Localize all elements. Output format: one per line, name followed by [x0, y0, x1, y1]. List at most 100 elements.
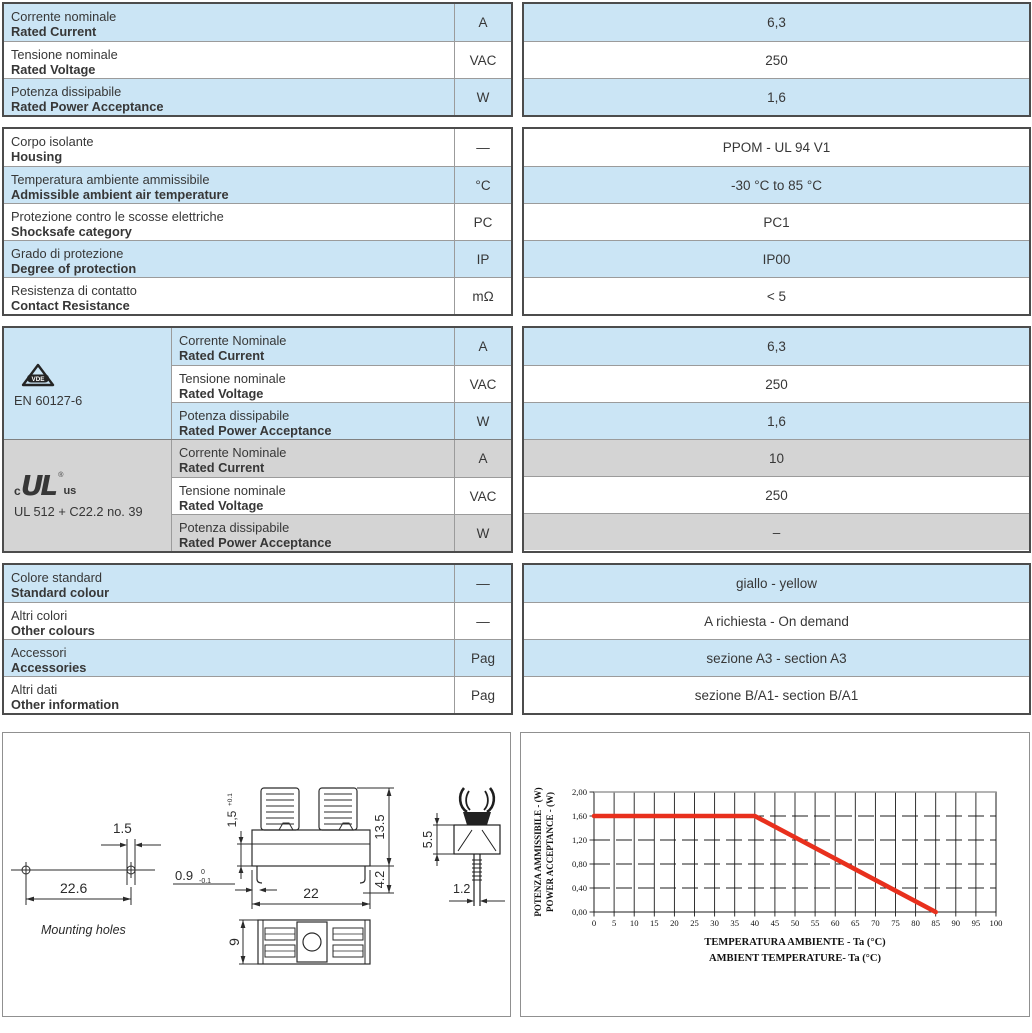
- dim-hole-width: 1.5: [113, 821, 132, 836]
- technical-drawing: 1.5 22.6 Mounting holes: [11, 787, 505, 965]
- label-italian: Resistenza di contatto: [11, 282, 137, 298]
- unit-label: W: [454, 403, 511, 439]
- label-italian: Corrente Nominale: [179, 445, 287, 460]
- options-value-table: giallo - yellow A richiesta - On demand se…: [522, 563, 1031, 715]
- x-tick-label: 95: [972, 918, 981, 928]
- standard-label: EN 60127-6: [14, 392, 83, 408]
- label-italian: Potenza dissipabile: [179, 519, 290, 535]
- label-english: Rated Power Acceptance: [11, 98, 164, 114]
- spec-label: Corrente Nominale Rated Current: [172, 328, 454, 365]
- unit-label: VAC: [454, 366, 511, 402]
- label-english: Contact Resistance: [11, 297, 130, 313]
- spec-row: Potenza dissipabile Rated Power Acceptanc…: [172, 514, 511, 551]
- spec-value: A richiesta - On demand: [524, 602, 1029, 639]
- label-italian: Corrente Nominale: [179, 333, 287, 348]
- spec-label: Altri colori Other colours: [4, 603, 454, 639]
- spec-value: 6,3: [524, 328, 1029, 365]
- x-tick-label: 45: [771, 918, 780, 928]
- dim-pin-offset: 1,5: [225, 810, 239, 827]
- label-english: Rated Voltage: [11, 61, 96, 77]
- x-tick-label: 80: [911, 918, 920, 928]
- unit-label: VAC: [454, 478, 511, 514]
- label-italian: Protezione contro le scosse elettriche: [11, 208, 224, 224]
- label-english: Degree of protection: [11, 260, 137, 276]
- properties-label-table: Corpo isolante Housing — Temperatura ambien…: [2, 127, 513, 316]
- label-italian: Corrente nominale: [11, 9, 117, 24]
- unit-label: °C: [454, 167, 511, 203]
- y-tick-label: 1,60: [572, 811, 587, 821]
- ratings-band: Corrente nominale Rated Current A Tensione …: [2, 2, 1032, 117]
- x-tick-label: 100: [990, 918, 1003, 928]
- spec-label: Tensione nominale Rated Voltage: [4, 42, 454, 78]
- label-english: Rated Power Acceptance: [179, 422, 332, 438]
- y-tick-label: 0,80: [572, 859, 587, 869]
- label-english: Rated Current: [179, 460, 265, 475]
- certifications-value-table: 6,3 250 1,6 10 250–: [522, 326, 1031, 553]
- vde-logo-cell: VDE EN 60127-6: [4, 328, 172, 439]
- dim-body-depth: 9: [226, 938, 242, 946]
- spec-value: –: [524, 513, 1029, 550]
- label-italian: Accessori: [11, 644, 67, 660]
- spec-label: Corrente nominale Rated Current: [4, 4, 454, 41]
- unit-label: VAC: [454, 42, 511, 78]
- label-italian: Tensione nominale: [179, 482, 286, 498]
- label-english: Rated Voltage: [179, 497, 264, 513]
- label-italian: Tensione nominale: [179, 370, 286, 386]
- dim-clip-height: 5.5: [421, 831, 435, 848]
- label-english: Other information: [11, 696, 120, 712]
- unit-label: A: [454, 440, 511, 477]
- label-italian: Corpo isolante: [11, 134, 94, 149]
- x-tick-label: 20: [670, 918, 679, 928]
- spec-value: PPOM - UL 94 V1: [524, 129, 1029, 166]
- unit-label: W: [454, 515, 511, 551]
- label-italian: Temperatura ambiente ammissibile: [11, 171, 210, 187]
- mounting-holes-view: [11, 839, 161, 905]
- label-italian: Colore standard: [11, 570, 103, 585]
- unit-label: —: [454, 603, 511, 639]
- unit-label: Pag: [454, 640, 511, 676]
- spec-value: < 5: [524, 277, 1029, 314]
- x-tick-label: 85: [931, 918, 940, 928]
- x-tick-label: 25: [690, 918, 699, 928]
- x-tick-label: 60: [831, 918, 840, 928]
- label-italian: Grado di protezione: [11, 245, 124, 261]
- spec-value: 250: [524, 41, 1029, 78]
- ratings-value-table: 6,3 250 1,6: [522, 2, 1031, 117]
- certification-group: c UL ® us UL 512 + C22.2 no. 39 Corrente Nomi…: [4, 439, 511, 551]
- y-axis-title-italian: POTENZA AMMISSIBILE - (W): [533, 787, 543, 916]
- x-tick-label: 30: [710, 918, 719, 928]
- dim-height: 13.5: [372, 814, 387, 839]
- ul-logo: c UL ® us: [14, 469, 77, 502]
- certification-group: VDE EN 60127-6 Corrente Nominale Rated Curr…: [4, 328, 511, 439]
- unit-label: —: [454, 129, 511, 166]
- x-tick-label: 35: [730, 918, 739, 928]
- spec-label: Tensione nominale Rated Voltage: [172, 478, 454, 514]
- derating-chart-panel: POTENZA AMMISSIBILE - (W) POWER ACCEPTAN…: [520, 732, 1030, 1017]
- y-tick-label: 1,20: [572, 835, 587, 845]
- spec-label: Protezione contro le scosse elettriche Sh…: [4, 204, 454, 240]
- label-english: Other colours: [11, 622, 95, 638]
- mounting-holes-label: Mounting holes: [41, 923, 126, 937]
- spec-row: Colore standard Standard colour —: [4, 565, 511, 602]
- svg-text:VDE: VDE: [32, 375, 45, 382]
- x-tick-label: 90: [952, 918, 961, 928]
- x-tick-label: 5: [612, 918, 616, 928]
- unit-label: W: [454, 79, 511, 115]
- spec-row: Corrente Nominale Rated Current A: [172, 440, 511, 477]
- spec-value: giallo - yellow: [524, 565, 1029, 602]
- options-label-table: Colore standard Standard colour — Altri col…: [2, 563, 513, 715]
- unit-label: A: [454, 328, 511, 365]
- label-english: Rated Voltage: [179, 385, 264, 401]
- technical-drawing-panel: 1.5 22.6 Mounting holes: [2, 732, 511, 1017]
- spec-value: 1,6: [524, 78, 1029, 115]
- certifications-label-table: VDE EN 60127-6 Corrente Nominale Rated Curr…: [2, 326, 513, 553]
- spec-label: Altri dati Other information: [4, 677, 454, 713]
- certification-rows: Corrente Nominale Rated Current A Tensione …: [172, 328, 511, 439]
- spec-row: Potenza dissipabile Rated Power Acceptanc…: [4, 78, 511, 115]
- spec-label: Potenza dissipabile Rated Power Acceptanc…: [172, 515, 454, 551]
- x-tick-label: 0: [592, 918, 596, 928]
- x-tick-label: 65: [851, 918, 860, 928]
- spec-row: Tensione nominale Rated Voltage VAC: [4, 41, 511, 78]
- spec-label: Accessori Accessories: [4, 640, 454, 676]
- x-tick-label: 50: [791, 918, 800, 928]
